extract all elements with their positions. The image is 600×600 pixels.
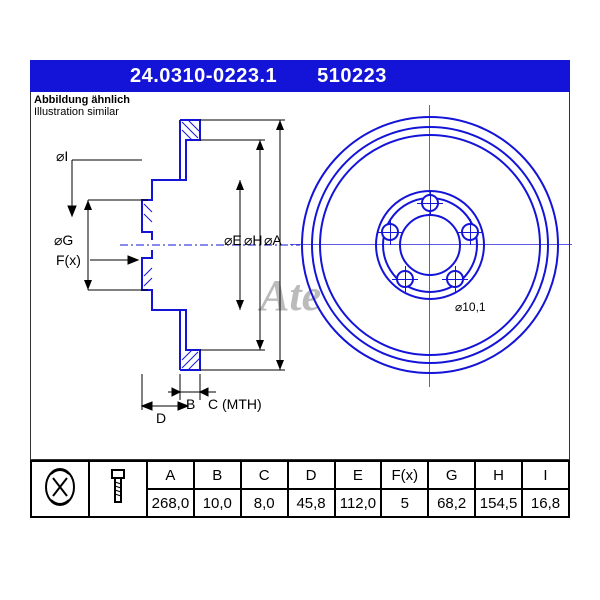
label-diam-I: ⌀I bbox=[56, 148, 68, 165]
col-H: H bbox=[475, 461, 522, 489]
dimension-table: A B C D E F(x) G H I 268,0 10,0 8,0 45,8… bbox=[30, 460, 570, 518]
col-D: D bbox=[288, 461, 335, 489]
col-C: C bbox=[241, 461, 288, 489]
val-D: 45,8 bbox=[288, 489, 335, 517]
val-A: 268,0 bbox=[147, 489, 194, 517]
val-B: 10,0 bbox=[194, 489, 241, 517]
label-diam-A: ⌀A bbox=[264, 232, 282, 249]
val-F: 5 bbox=[381, 489, 428, 517]
val-H: 154,5 bbox=[475, 489, 522, 517]
icon-cell-slot bbox=[31, 461, 89, 517]
val-E: 112,0 bbox=[335, 489, 382, 517]
col-E: E bbox=[335, 461, 382, 489]
col-B: B bbox=[194, 461, 241, 489]
col-I: I bbox=[522, 461, 569, 489]
part-number: 24.0310-0223.1 bbox=[130, 65, 277, 88]
label-C: C (MTH) bbox=[208, 396, 262, 412]
table-header-row: A B C D E F(x) G H I bbox=[31, 461, 569, 489]
bolt-diameter-label: ⌀10,1 bbox=[455, 300, 486, 314]
val-C: 8,0 bbox=[241, 489, 288, 517]
label-diam-H: ⌀H bbox=[244, 232, 263, 249]
label-diam-G: ⌀G bbox=[54, 232, 73, 249]
col-G: G bbox=[428, 461, 475, 489]
label-F: F(x) bbox=[56, 252, 81, 268]
short-code: 510223 bbox=[317, 65, 387, 88]
label-B: B bbox=[186, 396, 195, 412]
val-I: 16,8 bbox=[522, 489, 569, 517]
label-D: D bbox=[156, 410, 166, 426]
icon-cell-bolt bbox=[89, 461, 147, 517]
header-bar: 24.0310-0223.1 510223 bbox=[30, 60, 570, 92]
col-A: A bbox=[147, 461, 194, 489]
val-G: 68,2 bbox=[428, 489, 475, 517]
label-diam-E: ⌀E bbox=[224, 232, 242, 249]
col-F: F(x) bbox=[381, 461, 428, 489]
